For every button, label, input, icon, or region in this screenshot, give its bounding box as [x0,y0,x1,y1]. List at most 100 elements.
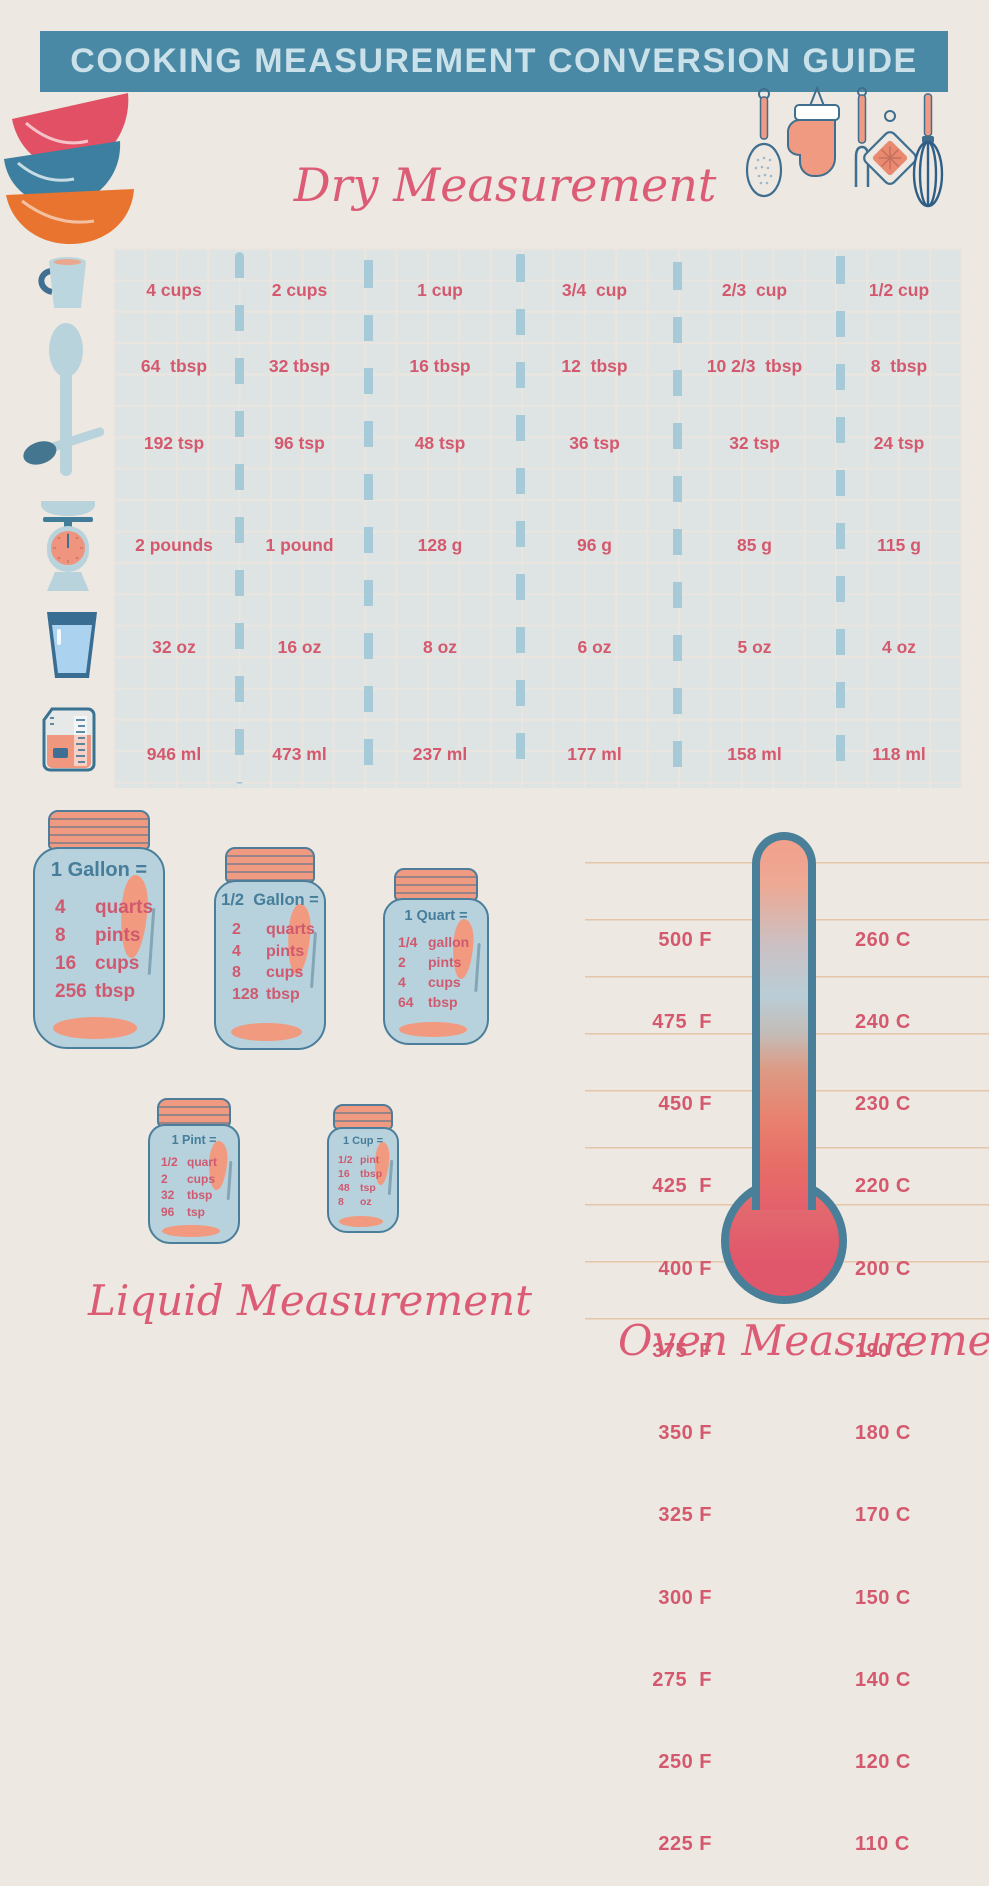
jar-conversion: 16 cups [55,953,140,974]
jar-body: 1 Gallon = 4 quarts 8 pints 16 cups 256 tbsp [33,847,165,1049]
cell: 1/2 cup [868,279,930,300]
cell: 1 cup [417,279,463,300]
jar-conversion: 32 tbsp [161,1188,213,1202]
mason-jar-gallon: 1 Gallon = 4 quarts 8 pints 16 cups 256 tbsp [33,810,165,1049]
temp-f-value: 250 F [658,1751,712,1773]
temp-f-value: 450 F [658,1093,712,1116]
jar-conversion: 8 cups [232,964,304,981]
glass-icon [44,610,100,685]
cell: 2 cups [271,279,328,300]
jar-lid [333,1104,393,1130]
cell: 158 ml [727,743,782,764]
cell: 473 ml [272,743,327,764]
table-row-tbsp: 64 tbsp 32 tbsp 16 tbsp 12 tbsp 10 2/3 t… [113,351,962,381]
jar-bottom-highlight [399,1021,467,1038]
jar-conversion: 2 pints [398,954,462,970]
cell: 118 ml [872,743,926,764]
table-row-oz: 32 oz 16 oz 8 oz 6 oz 5 oz 4 oz [113,632,962,662]
jar-lid [47,810,151,850]
jar-body: 1 Quart = 1/4 gallon 2 pints 4 cups 64 tbsp [383,898,489,1045]
temp-c-value: 200 C [855,1257,911,1280]
jar-title: 1/2 Gallon = [221,891,319,909]
cell: 8 tbsp [870,355,928,376]
jar-bottom-highlight [162,1224,221,1238]
poster-title: COOKING MEASUREMENT CONVERSION GUIDE [70,42,918,80]
temp-c-value: 240 C [855,1011,911,1034]
jar-conversion: 8 pints [55,925,141,946]
cell: 12 tbsp [561,355,628,376]
cell: 96 tsp [274,432,325,453]
dry-measurement-heading: Dry Measurement [293,158,717,212]
temp-c-value: 220 C [855,1175,911,1198]
cell: 6 oz [577,636,612,657]
oven-mitt-icon [786,85,840,177]
temp-f-value: 325 F [658,1504,712,1527]
cell: 946 ml [146,743,202,764]
temp-f-value: 300 F [658,1586,712,1609]
cell: 16 oz [277,636,322,657]
table-row-cups: 4 cups 2 cups 1 cup 3/4 cup 2/3 cup 1/2 … [113,275,962,305]
temp-f-value: 275 F [652,1668,712,1691]
cell: 237 ml [412,743,468,764]
pot-holder-icon [863,110,917,185]
dry-conversion-table: 4 cups 2 cups 1 cup 3/4 cup 2/3 cup 1/2 … [113,248,962,788]
cell: 32 oz [152,636,196,657]
celsius-column: 260 C 240 C 230 C 220 C 200 C 190 C 180 … [855,872,985,1886]
jar-conversion: 64 tbsp [398,994,458,1010]
table-row-tsp: 192 tsp 96 tsp 48 tsp 36 tsp 32 tsp 24 t… [113,428,962,458]
temp-f-value: 375 F [652,1339,712,1362]
temp-c-value: 260 C [855,928,911,951]
temp-f-value: 350 F [658,1422,712,1445]
stacked-bowls-icon [0,85,170,255]
title-banner: COOKING MEASUREMENT CONVERSION GUIDE [40,31,948,92]
cell: 32 tbsp [268,355,331,376]
slotted-spoon-icon [745,88,783,198]
jar-body: 1 Cup = 1/2 pint 16 tbsp 48 tsp 8 oz [327,1127,399,1233]
cell: 85 g [736,534,773,555]
temp-f-value: 475 F [652,1011,712,1034]
jar-conversion: 2 quarts [232,921,315,938]
jar-bottom-highlight [52,1017,138,1040]
temp-c-value: 180 C [855,1422,911,1445]
jar-conversion: 1/2 quart [161,1155,217,1169]
cell: 32 tsp [729,432,780,453]
liquid-measurement-heading: Liquid Measurement [88,1276,532,1325]
cell: 192 tsp [143,432,205,453]
cell: 1 pound [265,534,334,555]
jar-conversion: 1/4 gallon [398,934,470,950]
cell: 8 oz [422,636,458,657]
cell: 3/4 cup [561,279,628,300]
temp-f-value: 225 F [658,1833,712,1856]
jar-title: 1 Pint = [171,1133,217,1147]
jar-lid [225,847,315,883]
temp-c-value: 110 C [855,1833,910,1856]
jar-conversion: 4 pints [232,942,305,960]
fahrenheit-column: 500 F 475 F 450 F 425 F 400 F 375 F 350 … [590,872,712,1886]
cell: 4 oz [881,636,917,657]
mason-jar-cup: 1 Cup = 1/2 pint 16 tbsp 48 tsp 8 oz [327,1104,399,1233]
temp-f-value: 400 F [658,1257,712,1280]
whisk-icon [912,93,944,208]
temp-f-value: 425 F [652,1175,712,1198]
column-divider [673,252,682,784]
jar-title: 1 Cup = [342,1135,384,1147]
column-divider [516,252,525,784]
jar-conversion: 16 tbsp [338,1168,383,1180]
jar-conversion: 8 oz [338,1196,372,1208]
temp-c-value: 140 C [855,1668,911,1691]
jar-conversion: 2 cups [161,1171,216,1186]
cell: 128 g [417,534,463,555]
jar-title: 1 Gallon = [50,859,148,881]
temp-c-value: 170 C [855,1504,911,1527]
jar-conversion: 96 tsp [161,1204,205,1219]
jar-lid [393,868,479,901]
jar-conversion: 128 tbsp [232,985,300,1003]
jar-bottom-highlight [338,1215,384,1227]
temp-c-value: 230 C [855,1093,911,1116]
jar-body: 1 Pint = 1/2 quart 2 cups 32 tbsp 96 tsp [148,1124,240,1244]
jar-lid [157,1098,231,1127]
cell: 2 pounds [135,534,213,555]
cell: 64 tbsp [140,355,208,376]
jar-title: 1 Quart = [404,908,468,924]
cell: 5 oz [737,636,772,657]
